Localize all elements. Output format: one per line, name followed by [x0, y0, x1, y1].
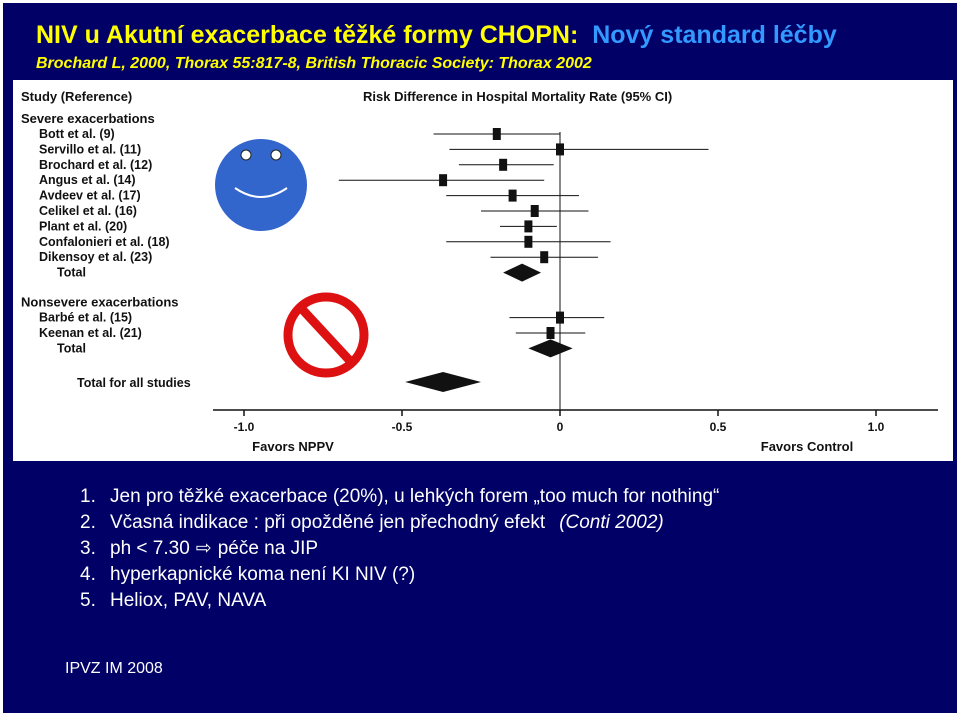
x-tick-label: -1.0 [234, 420, 255, 434]
slide-background: NIV u Akutní exacerbace těžké formy CHOP… [3, 3, 957, 713]
title-main: NIV u Akutní exacerbace těžké formy CHOP… [36, 21, 579, 49]
point-estimate [499, 158, 508, 171]
x-label-right: Favors Control [761, 439, 853, 454]
smiley-eye-icon [270, 149, 282, 161]
chart-title: Risk Difference in Hospital Mortality Ra… [363, 89, 672, 104]
note-item: 3. ph < 7.30 ⇨ péče na JIP [80, 536, 719, 562]
smiley-mouth-icon [234, 187, 288, 198]
note-number: 1. [80, 486, 96, 507]
point-estimate [546, 327, 555, 339]
point-estimate [439, 174, 448, 187]
note-text: Včasná indikace : při opožděné jen přech… [110, 512, 546, 533]
study-label: Barbé et al. (15) [39, 311, 132, 325]
slide-subtitle: Brochard L, 2000, Thorax 55:817-8, Briti… [36, 55, 592, 72]
x-tick-label: 1.0 [868, 420, 885, 434]
x-tick-label: 0.5 [710, 420, 727, 434]
overall-label: Total for all studies [77, 376, 191, 390]
study-label: Celikel et al. (16) [39, 204, 137, 218]
point-estimate [524, 235, 533, 248]
note-number: 3. [80, 538, 96, 559]
study-label: Keenan et al. (21) [39, 326, 142, 340]
note-text: péče na JIP [217, 538, 319, 559]
forest-plot: Study (Reference) Risk Difference in Hosp… [21, 89, 938, 454]
notes-list: 1. Jen pro těžké exacerbace (20%), u lehk… [80, 484, 719, 614]
note-item: 1. Jen pro těžké exacerbace (20%), u lehk… [80, 484, 719, 510]
note-number: 5. [80, 590, 96, 611]
x-label-left: Favors NPPV [252, 439, 334, 454]
total-label: Total [57, 266, 86, 280]
smiley-eye-icon [240, 149, 252, 161]
point-estimate [508, 189, 517, 202]
note-item: 4. hyperkapnické koma není KI NIV (?) [80, 562, 719, 588]
forest-plot-figure: Study (Reference) Risk Difference in Hosp… [13, 80, 953, 461]
note-text: Jen pro těžké exacerbace (20%), u lehkýc… [110, 486, 720, 507]
x-tick-label: 0 [557, 420, 564, 434]
footer-text: IPVZ IM 2008 [65, 660, 163, 677]
title-accent: Nový standard léčby [592, 21, 837, 49]
note-number: 4. [80, 564, 96, 585]
x-tick-label: -0.5 [392, 420, 413, 434]
group-label: Severe exacerbations [21, 111, 155, 126]
study-label: Confalonieri et al. (18) [39, 235, 170, 249]
overall-diamond [405, 372, 481, 392]
study-label: Brochard et al. (12) [39, 158, 152, 172]
pooled-diamond [528, 339, 573, 358]
point-estimate [530, 205, 539, 217]
study-label: Angus et al. (14) [39, 173, 136, 187]
note-text: hyperkapnické koma není KI NIV (?) [110, 564, 416, 585]
study-label: Avdeev et al. (17) [39, 189, 141, 203]
slide-title: NIV u Akutní exacerbace těžké formy CHOP… [36, 21, 837, 50]
smiley-face-icon [215, 139, 307, 231]
group-label: Nonsevere exacerbations [21, 295, 179, 310]
outline-arrow-right-icon: ⇨ [195, 538, 212, 559]
note-number: 2. [80, 512, 96, 533]
point-estimate [492, 128, 501, 140]
prohibition-bar-icon [297, 304, 355, 366]
study-label: Servillo et al. (11) [39, 142, 141, 156]
note-item: 2. Včasná indikace : při opožděné jen pře… [80, 510, 719, 536]
point-estimate [524, 220, 533, 233]
note-text: Heliox, PAV, NAVA [110, 590, 267, 611]
study-label: Dikensoy et al. (23) [39, 250, 152, 264]
total-label: Total [57, 341, 86, 355]
column-header: Study (Reference) [21, 89, 132, 104]
point-estimate [540, 251, 549, 264]
pooled-diamond [503, 263, 542, 282]
study-label: Plant et al. (20) [39, 219, 127, 233]
note-text: ph < 7.30 [110, 538, 190, 559]
note-citation: (Conti 2002) [559, 512, 664, 533]
study-label: Bott et al. (9) [39, 127, 115, 141]
note-item: 5. Heliox, PAV, NAVA [80, 588, 719, 614]
